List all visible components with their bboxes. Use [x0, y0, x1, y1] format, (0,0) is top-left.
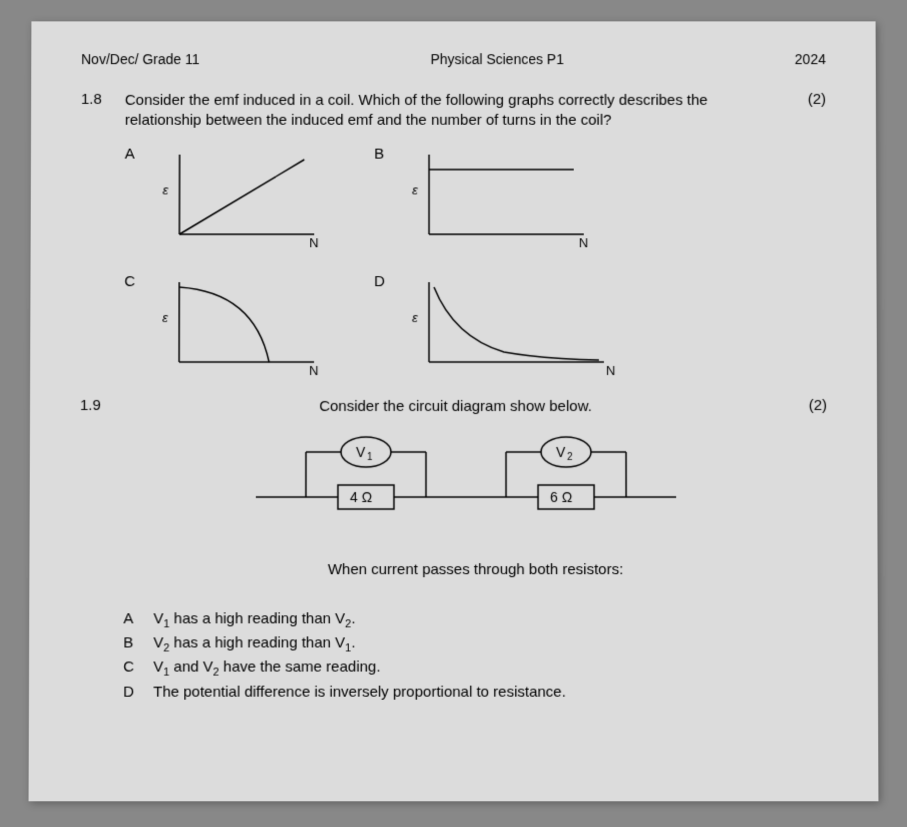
q18-text: Consider the emf induced in a coil. Whic… [125, 91, 786, 130]
axis-x-label: N [606, 363, 615, 377]
q19-options: A V1 has a high reading than V2. B V2 ha… [123, 608, 828, 703]
q19-option-B: B V2 has a high reading than V1. [123, 632, 828, 656]
r2-label: 6 Ω [550, 489, 572, 505]
v2-label: V [556, 443, 566, 459]
axis-y-label: ε [412, 182, 418, 197]
r1-label: 4 Ω [349, 489, 371, 505]
q19-text: Consider the circuit diagram show below. [124, 397, 787, 416]
q18-number: 1.8 [81, 91, 125, 130]
page-header: Nov/Dec/ Grade 11 Physical Sciences P1 2… [81, 51, 826, 67]
header-right: 2024 [795, 51, 826, 67]
v2-sub: 2 [567, 451, 573, 462]
q19-option-C: C V1 and V2 have the same reading. [123, 657, 828, 681]
q18-graph-B: ε N [404, 140, 624, 260]
q18-graph-C: ε N [154, 267, 374, 387]
axis-x-label: N [309, 235, 318, 249]
header-left: Nov/Dec/ Grade 11 [81, 51, 199, 67]
q19-option-A: A V1 has a high reading than V2. [123, 608, 827, 632]
q19-marks: (2) [787, 397, 827, 416]
question-1-9: 1.9 Consider the circuit diagram show be… [80, 397, 827, 416]
v1-label: V [355, 443, 365, 459]
q18-marks: (2) [786, 91, 826, 130]
q18-graphs: A ε N B ε N C ε [124, 140, 827, 387]
axis-x-label: N [309, 363, 318, 377]
q18-label-D: D [374, 267, 404, 387]
q18-label-A: A [124, 140, 154, 260]
q18-graph-D: ε N [404, 267, 624, 387]
axis-x-label: N [579, 235, 588, 249]
header-center: Physical Sciences P1 [430, 51, 563, 67]
q19-number: 1.9 [80, 397, 124, 416]
page: Nov/Dec/ Grade 11 Physical Sciences P1 2… [29, 21, 879, 801]
v1-sub: 1 [366, 451, 372, 462]
q19-option-D: D The potential difference is inversely … [123, 681, 828, 702]
axis-y-label: ε [163, 182, 169, 197]
q18-label-C: C [124, 267, 154, 387]
question-1-8: 1.8 Consider the emf induced in a coil. … [81, 91, 826, 130]
q19-circuit: V 1 V 2 4 Ω 6 Ω When current passes thro… [124, 426, 828, 577]
q18-label-B: B [374, 140, 404, 260]
axis-y-label: ε [162, 310, 168, 325]
q19-caption: When current passes through both resisto… [124, 561, 828, 578]
axis-y-label: ε [412, 310, 418, 325]
q18-graph-A: ε N [154, 140, 374, 260]
